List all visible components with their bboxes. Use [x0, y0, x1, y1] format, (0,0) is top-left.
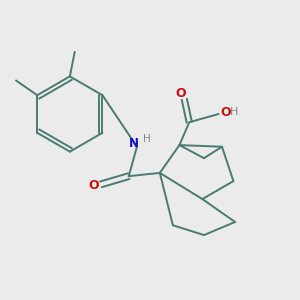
Text: H: H: [143, 134, 151, 143]
Text: O: O: [220, 106, 231, 119]
Text: N: N: [129, 137, 139, 150]
Text: O: O: [88, 179, 99, 193]
Text: O: O: [176, 87, 186, 100]
Text: H: H: [230, 107, 238, 117]
